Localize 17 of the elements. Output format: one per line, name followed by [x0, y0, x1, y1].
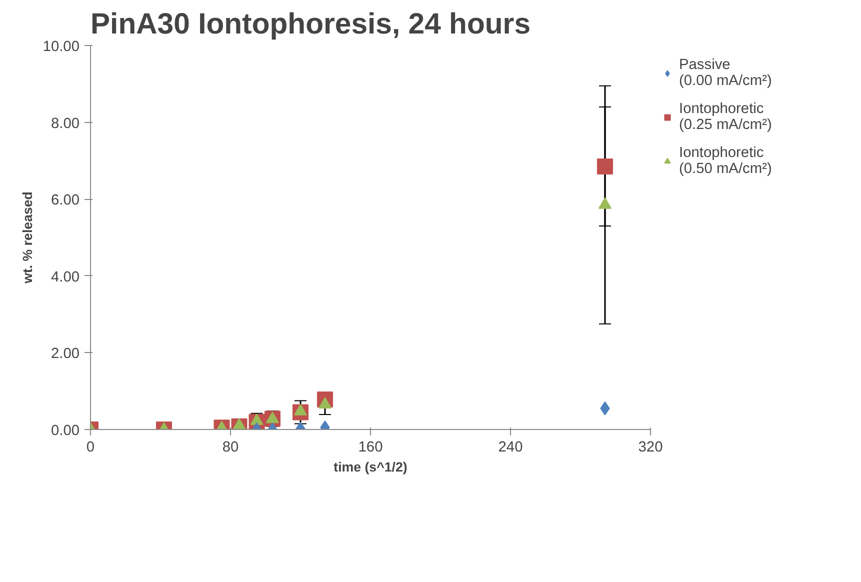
- y-tick-label: 0.00: [50, 423, 80, 439]
- y-tick-label: 4.00: [50, 269, 80, 286]
- legend-label: Iontophoretic (0.50 mA/cm²): [679, 144, 773, 179]
- legend-label: Iontophoretic (0.25 mA/cm²): [679, 100, 773, 135]
- y-tick-label: 8.00: [50, 116, 80, 132]
- y-tick-label: 2.00: [50, 346, 80, 362]
- x-tick-label: 320: [638, 440, 663, 456]
- x-axis-title: time (s^1/2): [334, 460, 408, 474]
- x-tick-label: 0: [86, 440, 95, 456]
- x-tick-label: 80: [222, 440, 239, 456]
- x-tick-label: 160: [358, 440, 383, 456]
- y-tick-label: 6.00: [50, 192, 80, 209]
- legend-label: Passive (0.00 mA/cm²): [679, 56, 773, 91]
- y-axis-title: wt. % released: [20, 192, 35, 284]
- chart-title: PinA30 Iontophoresis, 24 hours: [90, 8, 531, 40]
- x-tick-label: 240: [498, 440, 523, 456]
- y-tick-label: 10.00: [42, 39, 80, 55]
